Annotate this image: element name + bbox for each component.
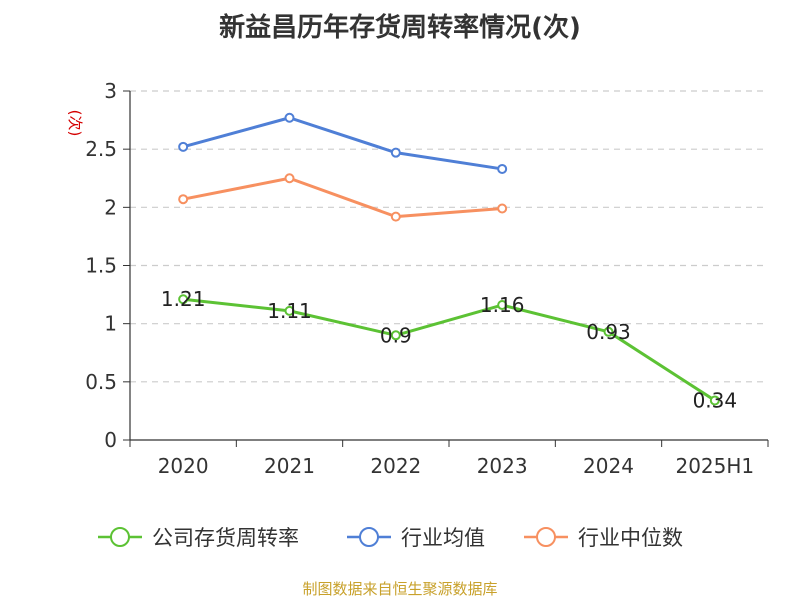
data-point [390,330,401,341]
y-tick-label: 2 [104,195,117,219]
data-label: 0.34 [693,388,738,412]
legend-label: 行业均值 [401,526,485,550]
data-point [178,294,189,305]
x-tick-label: 2024 [583,454,634,478]
x-tick-label: 2022 [370,454,421,478]
series-line-1 [181,116,504,171]
legend-item-1[interactable]: 行业均值 [347,526,485,550]
data-point [178,194,189,205]
y-tick-label: 0 [104,428,117,452]
data-point [709,395,720,406]
y-tick-label: 0.5 [85,370,117,394]
legend-marker [536,527,556,547]
y-tick-label: 3 [104,79,117,103]
series-line-2 [181,176,504,219]
y-axis-unit: (次) [66,110,84,137]
data-labels: 1.21 1.11 0.9 1.16 0.93 0.34 [161,287,737,412]
legend-item-2[interactable]: 行业中位数 [524,526,683,550]
series-lines [178,112,720,406]
data-point [284,305,295,316]
y-tick-label: 1 [104,312,117,336]
data-label: 0.93 [586,320,631,344]
x-tick-label: 2025H1 [675,454,754,478]
legend-label: 行业中位数 [578,526,683,550]
data-point [284,112,295,123]
legend-label: 公司存货周转率 [152,526,299,550]
data-point [390,147,401,158]
data-label: 1.16 [480,293,525,317]
x-tick-label: 2020 [158,454,209,478]
x-tick-label: 2021 [264,454,315,478]
y-tick-label: 1.5 [85,254,117,278]
y-tick-label: 2.5 [85,137,117,161]
legend[interactable]: 公司存货周转率 行业均值 行业中位数 [98,526,683,550]
data-label: 1.21 [161,287,206,311]
data-label: 0.9 [380,323,412,347]
data-point [178,141,189,152]
series-line-0 [181,297,717,402]
source-note: 制图数据来自恒生聚源数据库 [302,580,497,598]
legend-marker [359,527,379,547]
data-label: 1.11 [267,299,312,323]
data-point [390,211,401,222]
grid-lines [130,90,768,383]
data-point [497,203,508,214]
data-point [497,163,508,174]
data-point [603,326,614,337]
legend-item-0[interactable]: 公司存货周转率 [98,526,299,550]
x-tick-label: 2023 [477,454,528,478]
axes: 0 0.5 1 1.5 2 2.5 3 2020 2021 2022 2023 2024 2025H1 [85,79,769,478]
data-point [497,300,508,311]
chart-title: 新益昌历年存货周转率情况(次) [219,12,581,43]
data-point [284,173,295,184]
legend-marker [110,527,130,547]
